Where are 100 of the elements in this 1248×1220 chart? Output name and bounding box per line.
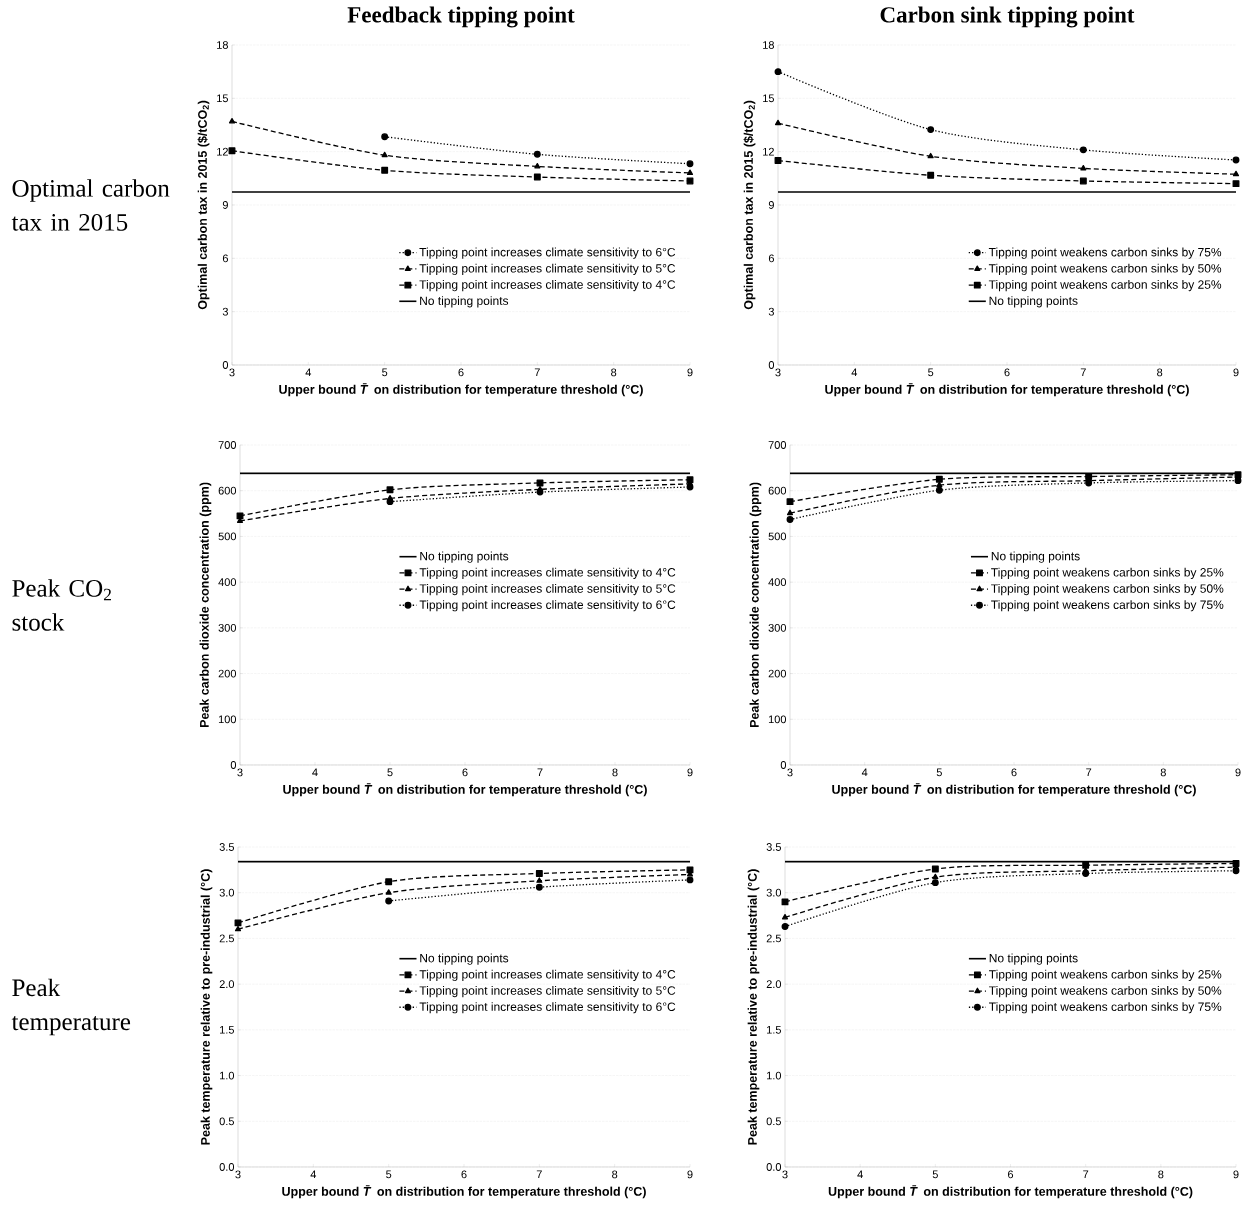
x-tick-label: 4 <box>305 368 312 377</box>
x-tick-label: 5 <box>928 368 934 377</box>
legend-label: Tipping point increases climate sensitivity to 6°C <box>419 247 676 259</box>
y-tick-label: 9 <box>222 201 228 209</box>
legend-label: No tipping points <box>989 953 1078 965</box>
y-tick-label: 200 <box>768 669 787 678</box>
x-tick-label: 7 <box>1086 768 1092 777</box>
x-tick-label: 8 <box>1160 768 1166 777</box>
y-tick-label: 500 <box>768 532 787 541</box>
x-tick-label: 5 <box>387 768 393 777</box>
x-tick-label: 8 <box>1158 1170 1164 1179</box>
x-axis-title: Upper bound T̄ on distribution for temperature threshold (°C) <box>828 1185 1193 1199</box>
y-tick-label: 3.0 <box>766 888 782 897</box>
x-tick-label: 9 <box>687 368 693 377</box>
y-tick-label: 3.5 <box>766 843 781 851</box>
x-axis-title: Upper bound T̄ on distribution for temperature threshold (°C) <box>279 383 643 397</box>
x-tick-label: 6 <box>458 368 464 377</box>
y-tick-label: 9 <box>768 201 774 209</box>
x-tick-label: 8 <box>612 1170 618 1179</box>
y-tick-label: 0 <box>230 761 237 769</box>
y-tick-label: 400 <box>768 578 787 587</box>
legend-label: Tipping point increases climate sensitivity to 5°C <box>419 263 676 275</box>
legend-label: Tipping point weakens carbon sinks by 25% <box>991 567 1224 579</box>
x-tick-label: 6 <box>1008 1170 1014 1179</box>
x-tick-label: 4 <box>310 1170 317 1179</box>
chart-title: Carbon sink tipping point <box>880 6 1135 28</box>
x-tick-label: 6 <box>1011 768 1017 777</box>
legend-label: Tipping point weakens carbon sinks by 50% <box>988 263 1222 275</box>
chart-title: Feedback tipping point <box>347 6 575 28</box>
y-tick-label: 1.0 <box>220 1071 235 1080</box>
legend-label: No tipping points <box>420 296 509 308</box>
x-tick-label: 8 <box>612 768 618 777</box>
y-axis-title: Peak temperature relative to pre-industrial (°C) <box>200 869 213 1145</box>
y-tick-label: 0 <box>222 361 229 369</box>
y-axis-title: Optimal carbon tax in 2015 ($/tCO$_{2}$) <box>743 100 756 310</box>
x-tick-label: 9 <box>1235 768 1241 777</box>
x-tick-label: 4 <box>861 768 868 777</box>
y-tick-label: 3 <box>222 307 228 316</box>
y-tick-label: 0 <box>768 361 775 369</box>
x-tick-label: 9 <box>1233 368 1239 377</box>
y-tick-label: 18 <box>217 41 228 49</box>
y-tick-label: 2.5 <box>219 934 234 943</box>
x-tick-label: 3 <box>787 768 793 777</box>
x-tick-label: 6 <box>462 768 468 777</box>
x-tick-label: 7 <box>537 768 543 777</box>
y-tick-label: 300 <box>768 623 787 632</box>
x-tick-label: 5 <box>936 768 942 777</box>
legend-label: Tipping point weakens carbon sinks by 50% <box>991 583 1224 596</box>
text: Peak CO$_{2}$ stock <box>12 579 111 631</box>
x-axis-title: Upper bound T̄ on distribution for temperature threshold (°C) <box>283 783 647 797</box>
y-tick-label: 18 <box>763 41 774 49</box>
y-tick-label: 1.0 <box>767 1071 782 1080</box>
x-tick-label: 8 <box>1157 368 1163 377</box>
y-tick-label: 700 <box>768 441 787 449</box>
x-tick-label: 9 <box>687 768 693 777</box>
legend-label: Tipping point weakens carbon sinks by 25% <box>989 969 1222 981</box>
legend-label: Tipping point increases climate sensitivity to 5°C <box>419 583 676 596</box>
y-tick-label: 500 <box>218 532 237 541</box>
x-tick-label: 9 <box>687 1170 693 1179</box>
legend-label: Tipping point increases climate sensitivity to 4°C <box>419 969 676 981</box>
y-tick-label: 1.5 <box>767 1026 781 1034</box>
legend-label: Tipping point weakens carbon sinks by 50% <box>989 985 1222 998</box>
y-tick-label: 15 <box>217 94 228 103</box>
y-tick-label: 2.0 <box>219 980 235 989</box>
x-tick-label: 4 <box>312 768 318 777</box>
x-tick-label: 8 <box>611 368 617 377</box>
x-tick-label: 5 <box>386 1170 392 1179</box>
y-tick-label: 600 <box>218 486 237 495</box>
legend-label: Tipping point increases climate sensitivity to 6°C <box>419 600 676 612</box>
legend-label: Tipping point increases climate sensitivity to 6°C <box>419 1002 676 1014</box>
y-tick-label: 1.5 <box>220 1026 234 1034</box>
legend-label: Tipping point weakens carbon sinks by 25% <box>988 280 1222 292</box>
y-tick-label: 2.5 <box>766 934 781 943</box>
y-axis-title: Peak carbon dioxide concentration (ppm) <box>749 482 762 728</box>
legend-label: No tipping points <box>420 551 509 563</box>
x-tick-label: 6 <box>461 1170 467 1179</box>
x-tick-label: 5 <box>932 1170 938 1179</box>
x-axis-title: Upper bound T̄ on distribution for temperature threshold (°C) <box>282 1185 646 1199</box>
y-tick-label: 0.5 <box>766 1117 781 1126</box>
y-tick-label: 6 <box>768 254 774 263</box>
y-tick-label: 0.5 <box>219 1117 234 1126</box>
y-tick-label: 2.0 <box>766 980 782 989</box>
y-tick-label: 0.0 <box>766 1163 782 1171</box>
y-tick-label: 3 <box>768 307 774 316</box>
x-tick-label: 7 <box>534 368 540 377</box>
x-axis-title: Upper bound T̄ on distribution for temperature threshold (°C) <box>825 383 1189 397</box>
y-tick-label: 0.0 <box>219 1163 235 1171</box>
y-tick-label: 15 <box>763 94 774 103</box>
legend-label: Tipping point weakens carbon sinks by 75% <box>991 600 1224 612</box>
y-axis-title: Optimal carbon tax in 2015 ($/tCO$_{2}$) <box>197 100 210 310</box>
y-tick-label: 400 <box>218 578 237 587</box>
y-tick-label: 600 <box>768 486 787 495</box>
x-tick-label: 4 <box>857 1170 863 1179</box>
x-axis-title: Upper bound T̄ on distribution for temperature threshold (°C) <box>832 783 1196 797</box>
y-tick-label: 100 <box>218 715 237 724</box>
legend-label: Tipping point increases climate sensitivity to 4°C <box>419 280 676 292</box>
y-tick-label: 12 <box>217 147 228 156</box>
legend-label: No tipping points <box>989 296 1078 308</box>
y-tick-label: 3.0 <box>219 888 235 897</box>
legend-label: Tipping point increases climate sensitivity to 5°C <box>419 985 676 998</box>
